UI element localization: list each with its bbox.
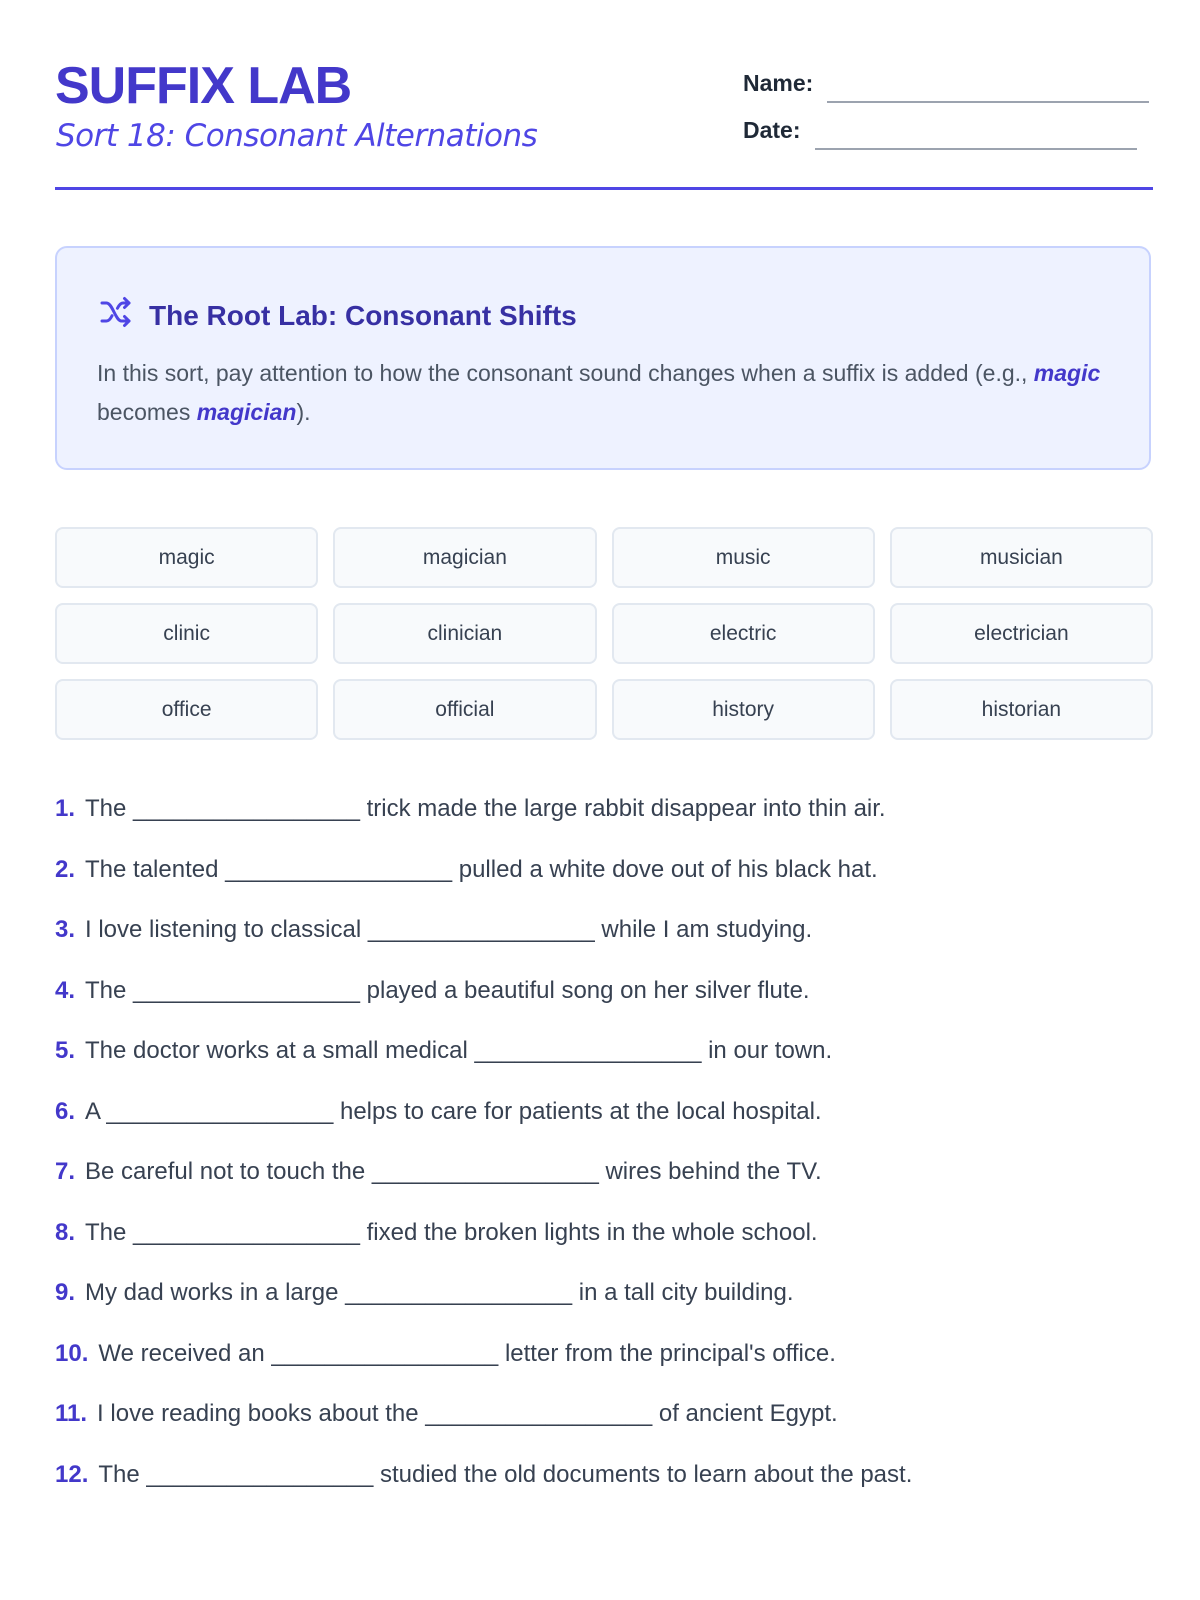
answer-blank[interactable]: _________________ <box>371 1158 599 1185</box>
answer-blank[interactable]: _________________ <box>225 855 453 883</box>
sentence-before: The <box>85 795 127 822</box>
sentence-item: 5. The doctor works at a small medical __… <box>55 1037 912 1098</box>
name-label: Name: <box>743 70 814 96</box>
sentence-number: 7. <box>55 1158 76 1185</box>
answer-blank[interactable]: _________________ <box>367 916 595 943</box>
sentence-item: 9. My dad works in a large ______________… <box>55 1279 912 1340</box>
word-card[interactable]: history <box>611 679 875 740</box>
page-title: SUFFIX LAB <box>55 57 352 115</box>
sentence-after: pulled a white dove out of his black hat… <box>458 855 878 883</box>
sentence-after: of ancient Egypt. <box>658 1400 838 1427</box>
sentence-after: played a beautiful song on her silver fl… <box>366 976 810 1004</box>
sentence-number: 6. <box>55 1097 76 1125</box>
sentence-item: 1. The _________________ trick made the l… <box>55 795 912 856</box>
sentence-number: 12. <box>55 1460 89 1488</box>
date-field[interactable]: Date: <box>743 117 1137 150</box>
sentence-before: We received an <box>98 1339 265 1367</box>
sentence-item: 11. I love reading books about the ______… <box>55 1400 912 1461</box>
info-text-before: In this sort, pay attention to how the c… <box>97 360 1034 386</box>
info-box-text: In this sort, pay attention to how the c… <box>97 354 1107 432</box>
info-text-after: ). <box>296 399 311 425</box>
word-card[interactable]: electrician <box>889 603 1153 664</box>
sentence-after: trick made the large rabbit disappear in… <box>366 795 886 822</box>
answer-blank[interactable]: _________________ <box>133 976 360 1004</box>
date-line[interactable] <box>814 148 1137 150</box>
word-card[interactable]: official <box>333 679 597 740</box>
answer-blank[interactable]: _________________ <box>345 1279 573 1306</box>
sentence-number: 11. <box>55 1400 88 1427</box>
word-card[interactable]: magician <box>333 527 597 588</box>
sentence-before: The <box>85 1218 127 1246</box>
sentence-number: 8. <box>55 1218 76 1246</box>
answer-blank[interactable]: _________________ <box>271 1339 499 1367</box>
sentence-item: 6. A _________________ helps to care for … <box>55 1098 912 1159</box>
answer-blank[interactable]: _________________ <box>133 795 360 822</box>
answer-blank[interactable]: _________________ <box>146 1460 374 1488</box>
sentence-after: while I am studying. <box>601 916 813 943</box>
word-card[interactable]: electric <box>611 603 875 664</box>
word-bank: magic magician music musician clinic clinicia… <box>55 527 1153 740</box>
info-box-title: The Root Lab: Consonant Shifts <box>149 299 577 331</box>
sentence-number: 1. <box>55 795 76 822</box>
sentence-item: 4. The _________________ played a beautif… <box>55 977 912 1038</box>
sentence-number: 10. <box>55 1339 89 1367</box>
word-card[interactable]: clinician <box>333 603 597 664</box>
sentence-number: 4. <box>55 976 76 1004</box>
sentence-before: The doctor works at a small medical <box>85 1037 468 1064</box>
answer-blank[interactable]: _________________ <box>474 1037 702 1064</box>
word-card[interactable]: magic <box>55 527 319 588</box>
sentence-number: 9. <box>55 1279 76 1306</box>
sentence-after: studied the old documents to learn about… <box>380 1460 913 1488</box>
sentence-number: 3. <box>55 916 76 943</box>
sentence-before: I love reading books about the <box>97 1400 419 1427</box>
sentence-after: wires behind the TV. <box>605 1158 822 1185</box>
word-card[interactable]: office <box>55 679 319 740</box>
answer-blank[interactable]: _________________ <box>106 1097 334 1125</box>
sentence-before: Be careful not to touch the <box>85 1158 366 1185</box>
sentence-item: 7. Be careful not to touch the __________… <box>55 1158 912 1219</box>
example-word: magic <box>1033 360 1101 386</box>
sentence-item: 8. The _________________ fixed the broken… <box>55 1219 912 1280</box>
sentence-item: 2. The talented _________________ pulled … <box>55 856 912 917</box>
sentence-after: letter from the principal's office. <box>504 1339 836 1367</box>
example-word: magician <box>196 399 297 425</box>
word-card[interactable]: historian <box>889 679 1153 740</box>
sentence-item: 12. The _________________ studied the old… <box>55 1461 912 1522</box>
sentence-item: 10. We received an _________________ lett… <box>55 1340 912 1401</box>
sentence-after: helps to care for patients at the local … <box>339 1097 822 1125</box>
shuffle-icon <box>97 294 137 337</box>
word-card[interactable]: clinic <box>55 603 319 664</box>
sentence-item: 3. I love listening to classical ________… <box>55 916 912 977</box>
answer-blank[interactable]: _________________ <box>133 1218 360 1246</box>
header-divider <box>55 187 1153 190</box>
sentence-after: fixed the broken lights in the whole sch… <box>366 1218 818 1246</box>
name-line[interactable] <box>827 101 1150 103</box>
sentence-before: The <box>98 1460 140 1488</box>
sentence-number: 2. <box>55 855 76 883</box>
sentence-after: in a tall city building. <box>578 1279 794 1306</box>
date-label: Date: <box>743 117 801 143</box>
answer-blank[interactable]: _________________ <box>425 1400 653 1427</box>
sentence-before: A <box>85 1097 100 1125</box>
sentence-before: I love listening to classical <box>85 916 362 943</box>
sentence-before: The talented <box>85 855 219 883</box>
sentence-number: 5. <box>55 1037 76 1064</box>
sentence-before: The <box>85 976 127 1004</box>
info-text-middle: becomes <box>97 399 197 425</box>
word-card[interactable]: musician <box>889 527 1153 588</box>
sentence-after: in our town. <box>708 1037 833 1064</box>
info-box: The Root Lab: Consonant Shifts In this s… <box>55 246 1151 470</box>
word-card[interactable]: music <box>611 527 875 588</box>
sentence-before: My dad works in a large <box>85 1279 339 1306</box>
sentence-list: 1. The _________________ trick made the l… <box>55 795 912 1521</box>
name-field[interactable]: Name: <box>743 70 1150 103</box>
page-subtitle: Sort 18: Consonant Alternations <box>56 118 538 154</box>
